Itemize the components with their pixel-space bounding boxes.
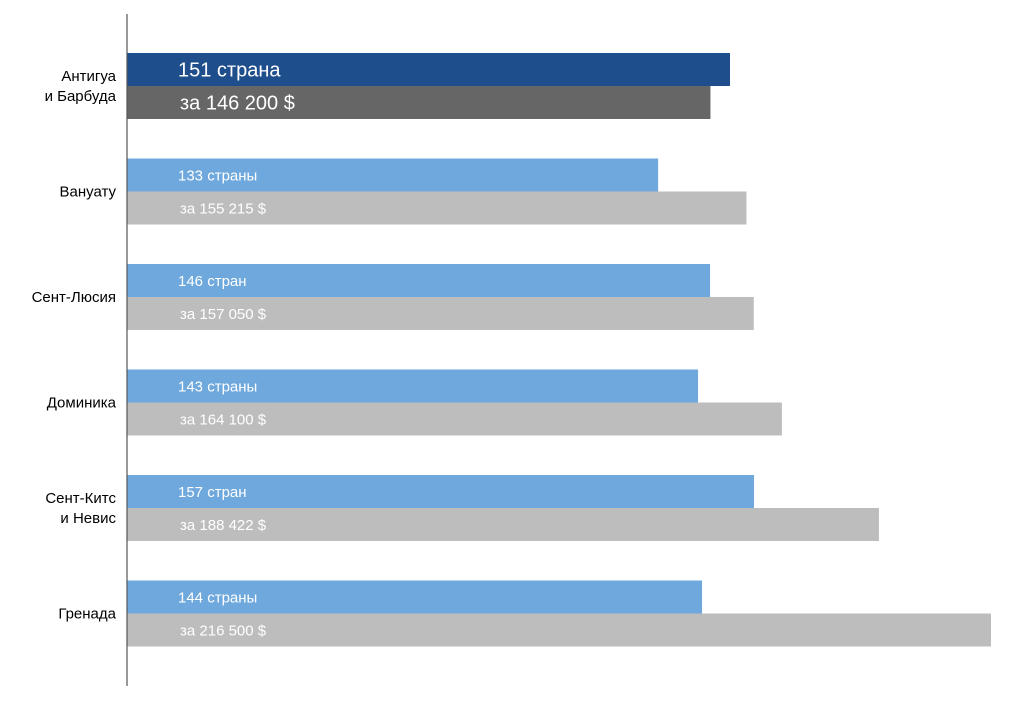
data-label-price-5: за 216 500 $ xyxy=(180,622,267,639)
bar-price-2 xyxy=(127,297,754,330)
category-label-0: Антигуа и Барбуда xyxy=(45,68,117,105)
data-label-countries-1: 133 страны xyxy=(178,167,257,184)
data-label-countries-5: 144 страны xyxy=(178,589,257,606)
bar-countries-1 xyxy=(127,158,659,192)
category-label-1: Вануату xyxy=(59,184,116,201)
bar-countries-4 xyxy=(127,475,754,508)
bar-countries-3 xyxy=(127,369,699,403)
bar-price-0 xyxy=(127,86,711,119)
data-label-countries-0: 151 страна xyxy=(178,60,281,82)
bar-price-3 xyxy=(127,402,782,436)
bar-price-5 xyxy=(127,613,991,647)
data-label-price-2: за 157 050 $ xyxy=(180,306,267,323)
category-label-5: Гренада xyxy=(58,606,116,623)
data-label-price-1: за 155 215 $ xyxy=(180,200,267,217)
bar-price-4 xyxy=(127,508,879,541)
bar-price-1 xyxy=(127,191,747,225)
bar-countries-5 xyxy=(127,580,703,614)
bar-countries-2 xyxy=(127,264,711,297)
category-label-3: Доминика xyxy=(47,395,117,412)
data-label-countries-2: 146 стран xyxy=(178,273,247,290)
data-label-countries-4: 157 стран xyxy=(178,484,247,501)
data-label-countries-3: 143 страны xyxy=(178,378,257,395)
data-label-price-4: за 188 422 $ xyxy=(180,517,267,534)
category-label-4: Сент-Китс и Невис xyxy=(45,490,116,527)
data-label-price-0: за 146 200 $ xyxy=(180,93,295,115)
bar-countries-0 xyxy=(127,53,730,86)
data-label-price-3: за 164 100 $ xyxy=(180,411,267,428)
category-label-2: Сент-Люсия xyxy=(32,289,116,306)
